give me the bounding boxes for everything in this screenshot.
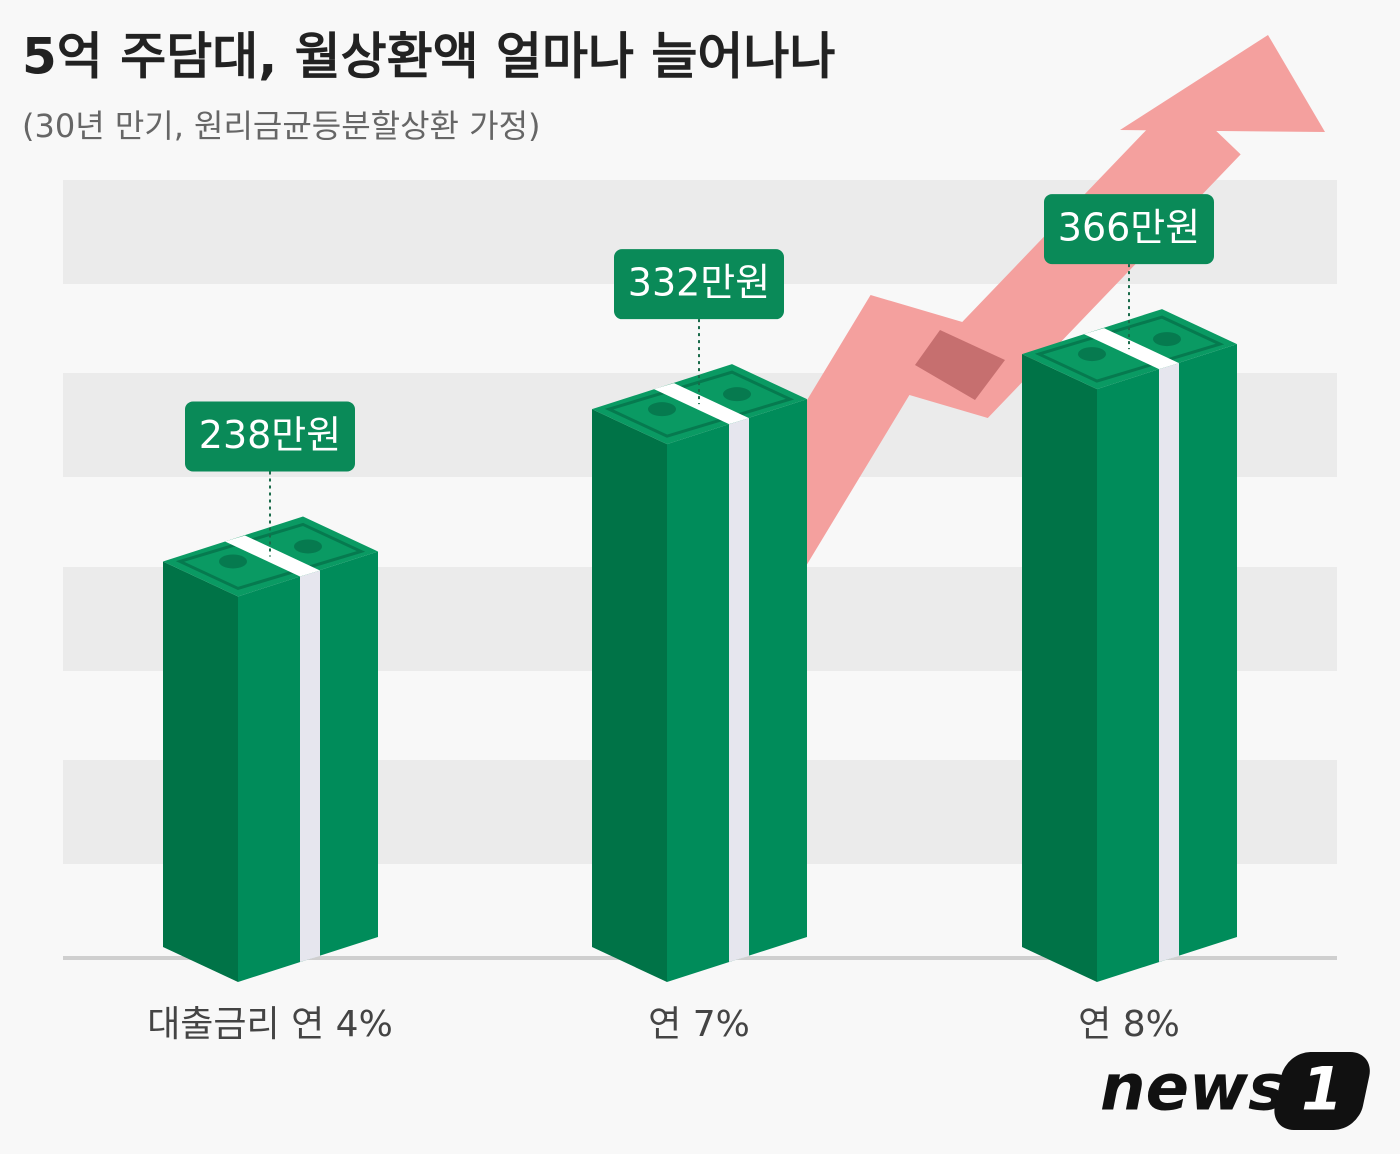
bar-top-inner [604,370,795,438]
logo-box [1274,1052,1370,1130]
value-label: 238만원 [199,413,341,457]
value-label-box [1044,194,1214,265]
bar-top-band [225,535,320,577]
chart-subtitle: (30년 만기, 원리금균등분할상환 가정) [22,107,541,145]
bar-band [1159,363,1179,963]
bar-top-coin [1153,332,1181,347]
bar [1022,309,1237,983]
bar [163,516,378,982]
logo-mark: 1 [1301,1055,1343,1125]
x-tick-label: 대출금리 연 4% [147,1004,393,1045]
logo: news 1 [1100,1052,1370,1130]
bar-top-coin [648,402,676,417]
value-label: 366만원 [1058,206,1200,250]
bar-top-coin [219,554,247,569]
x-tick-label: 연 7% [648,1004,750,1045]
bar [592,364,807,982]
bar-left-face [592,409,667,982]
x-tick-label: 연 8% [1078,1004,1180,1045]
bar-left-face [163,561,238,982]
bar-band [729,418,749,962]
bar-left-face [1022,354,1097,983]
bar-top-inner [175,522,366,591]
value-label-box [614,249,784,320]
bar-top-band [1084,328,1179,370]
bar-top-coin [1078,347,1106,362]
bar-band [300,570,320,962]
bar-top-inner [1034,315,1225,383]
bar-top-coin [723,387,751,402]
value-label-box [185,401,355,472]
logo-word: news [1100,1052,1286,1126]
bar-top-coin [294,539,322,554]
value-label: 332만원 [628,261,770,305]
bar-top-band [654,383,749,425]
chart-title: 5억 주담대, 월상환액 얼마나 늘어나나 [22,28,835,86]
